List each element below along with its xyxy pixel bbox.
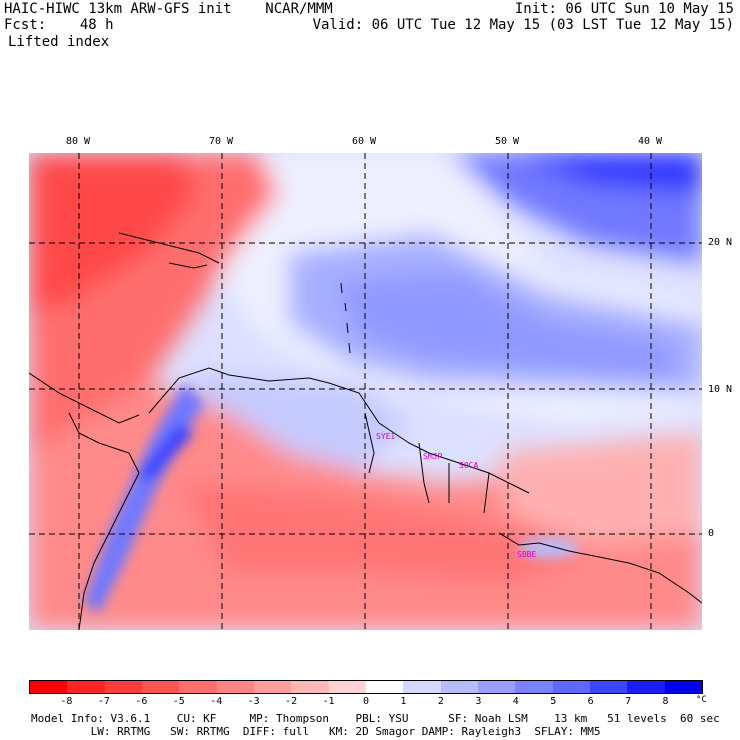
- colorbar-tick-label: 3: [475, 696, 482, 707]
- station-label-soca: SOCA: [459, 461, 479, 470]
- lat-label-10n: 10 N: [708, 384, 733, 395]
- station-label-sbbe: SBBE: [517, 550, 537, 559]
- lon-label-50w: 50 W: [495, 136, 520, 147]
- model-info-line1: Model Info: V3.6.1 CU: KF MP: Thompson P…: [31, 712, 720, 725]
- model-title: HAIC-HIWC 13km ARW-GFS init NCAR/MMM: [4, 1, 333, 17]
- station-label-smjp: SMJP: [423, 452, 443, 461]
- colorbar: [29, 680, 703, 694]
- forecast-hour: Fcst: 48 h: [4, 17, 114, 33]
- field-name: Lifted index: [8, 34, 110, 50]
- colorbar-tick-label: -1: [322, 696, 335, 707]
- lat-label-20n: 20 N: [708, 237, 733, 248]
- colorbar-tick-label: -8: [60, 696, 73, 707]
- colorbar-unit: °C: [696, 695, 707, 705]
- lat-label-0: 0: [708, 528, 715, 539]
- model-info-line2: LW: RRTMG SW: RRTMG DIFF: full KM: 2D Sm…: [31, 725, 601, 738]
- colorbar-swatch: [403, 681, 441, 693]
- colorbar-tick-label: 0: [362, 696, 370, 707]
- colorbar-tick-label: -2: [285, 696, 298, 707]
- lon-label-40w: 40 W: [638, 136, 663, 147]
- colorbar-swatch: [664, 681, 702, 693]
- colorbar-tick-label: 4: [512, 696, 519, 707]
- colorbar-tick-label: -3: [247, 696, 260, 707]
- colorbar-swatch: [328, 681, 366, 693]
- colorbar-tick-label: -6: [135, 696, 148, 707]
- init-time: Init: 06 UTC Sun 10 May 15: [514, 1, 734, 17]
- colorbar-tick-label: -5: [172, 696, 185, 707]
- colorbar-swatch: [216, 681, 254, 693]
- colorbar-swatch: [253, 681, 292, 693]
- colorbar-swatch: [365, 681, 404, 693]
- colorbar-tick-label: 7: [625, 696, 632, 707]
- colorbar-swatch: [515, 681, 553, 693]
- lon-label-80w: 80 W: [66, 136, 91, 147]
- lon-label-60w: 60 W: [352, 136, 377, 147]
- colorbar-swatch: [179, 681, 217, 693]
- colorbar-swatch: [627, 681, 665, 693]
- colorbar-swatch: [67, 681, 105, 693]
- colorbar-tick-label: 1: [400, 696, 407, 707]
- colorbar-swatch: [440, 681, 478, 693]
- valid-time: Valid: 06 UTC Tue 12 May 15 (03 LST Tue …: [312, 17, 734, 33]
- colorbar-swatch: [141, 681, 180, 693]
- lon-label-70w: 70 W: [209, 136, 234, 147]
- colorbar-tick-label: -4: [210, 696, 223, 707]
- colorbar-tick-label: 5: [550, 696, 557, 707]
- colorbar-tick-label: -7: [97, 696, 110, 707]
- colorbar-swatch: [30, 681, 68, 693]
- station-label-syei: SYEI: [376, 432, 396, 441]
- colorbar-tick-label: 6: [587, 696, 594, 707]
- colorbar-swatch: [589, 681, 628, 693]
- colorbar-swatch: [552, 681, 590, 693]
- colorbar-tick-label: 2: [437, 696, 444, 707]
- lifted-index-map: [29, 153, 702, 630]
- colorbar-swatch: [291, 681, 329, 693]
- colorbar-swatch: [104, 681, 142, 693]
- colorbar-swatch: [477, 681, 516, 693]
- colorbar-tick-label: 8: [662, 696, 669, 707]
